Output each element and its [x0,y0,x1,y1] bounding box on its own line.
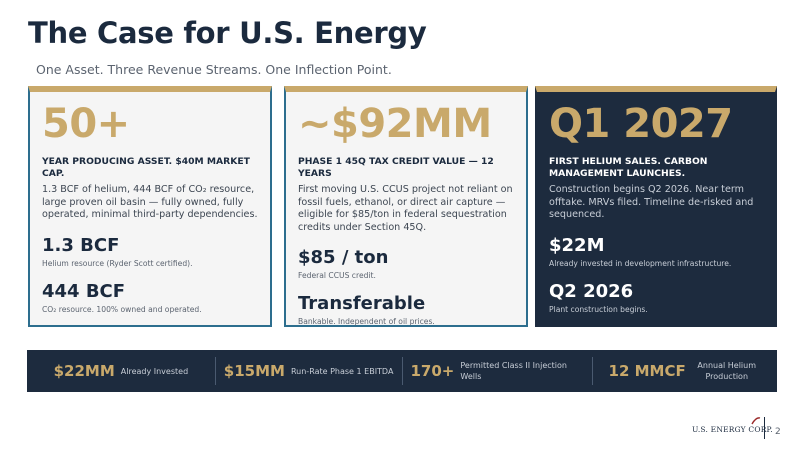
metric-value: 170+ [410,362,455,380]
card-stat-value: 444 BCF [42,280,126,302]
card-first-sales: Q1 2027 FIRST HELIUM SALES. CARBON MANAG… [535,86,777,327]
metric-ebitda: $15MM Run-Rate Phase 1 EBITDA [216,350,402,392]
card-body: Construction begins Q2 2026. Near term o… [549,184,754,221]
card-stat-sub: Already invested in development infrastr… [549,258,732,268]
page-number: 2 [775,427,781,437]
card-stat-value: $22M [549,234,605,256]
card-big-number: Q1 2027 [549,101,733,147]
metrics-bar: $22MM Already Invested $15MM Run-Rate Ph… [27,350,777,392]
metric-value: $15MM [223,362,285,380]
card-stat-value: Transferable [298,293,426,315]
divider [592,357,594,385]
page-title: The Case for U.S. Energy [28,16,427,50]
company-logo: U.S. ENERGY CORP. [692,425,773,434]
card-stat-sub: CO₂ resource. 100% owned and operated. [42,304,202,314]
metric-helium: 12 MMCF Annual Helium Production [593,350,777,392]
metric-invested: $22MM Already Invested [27,350,215,392]
card-heading: PHASE 1 45Q TAX CREDIT VALUE — 12 YEARS [298,156,494,179]
page-subtitle: One Asset. Three Revenue Streams. One In… [36,62,392,77]
metric-value: 12 MMCF [608,362,686,380]
card-stat-sub: Federal CCUS credit. [298,271,376,281]
logo-swoosh-icon [751,417,761,425]
metric-wells: 170+ Permitted Class II Injection Wells [403,350,593,392]
card-heading: FIRST HELIUM SALES. CARBON MANAGEMENT LA… [549,156,708,179]
card-stat-sub: Helium resource (Ryder Scott certified). [42,258,193,268]
card-stat-value: Q2 2026 [549,280,634,302]
card-heading: YEAR PRODUCING ASSET. $40M MARKET CAP. [42,156,250,179]
card-stat-sub: Bankable. Independent of oil prices. [298,317,435,327]
metric-label: Already Invested [120,366,189,376]
card-stat-value: $85 / ton [298,247,389,269]
metric-value: $22MM [53,362,115,380]
card-stat-sub: Plant construction begins. [549,304,648,314]
card-big-number: ~$92MM [298,101,492,147]
card-body: 1.3 BCF of helium, 444 BCF of CO₂ resour… [42,184,258,221]
card-stat-value: 1.3 BCF [42,234,120,256]
card-tax-credit: ~$92MM PHASE 1 45Q TAX CREDIT VALUE — 12… [284,86,528,327]
metric-label: Annual Helium Production [697,361,757,381]
metric-label: Run-Rate Phase 1 EBITDA [290,366,394,376]
card-body: First moving U.S. CCUS project not relia… [298,184,513,233]
divider [764,417,765,439]
card-producing-asset: 50+ YEAR PRODUCING ASSET. $40M MARKET CA… [28,86,272,327]
divider [401,357,403,385]
metric-label: Permitted Class II Injection Wells [460,361,567,381]
divider [214,357,216,385]
card-big-number: 50+ [42,101,130,147]
